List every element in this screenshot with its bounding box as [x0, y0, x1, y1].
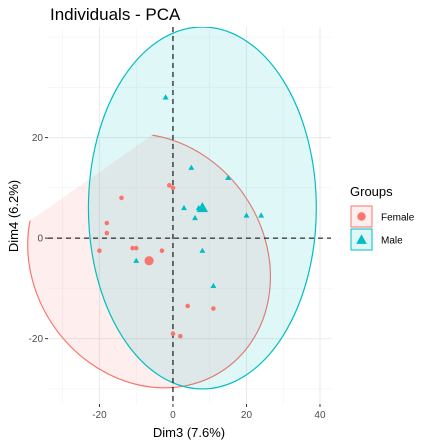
x-axis-title: Dim3 (7.6%) — [153, 425, 225, 440]
data-point-female — [211, 306, 216, 311]
y-tick-label: 20 — [32, 133, 44, 144]
data-point-male — [199, 247, 206, 253]
y-axis-title: Dim4 (6.2%) — [6, 180, 21, 252]
data-point-female — [104, 230, 110, 236]
legend-label-male: Male — [381, 236, 403, 247]
x-tick-label: 40 — [314, 410, 326, 421]
legend: Groups Female Male — [350, 184, 415, 251]
y-tick-label: 0 — [37, 234, 43, 245]
centroid-female — [144, 256, 154, 266]
data-point-female — [130, 245, 135, 251]
data-point-female — [104, 220, 110, 226]
panel-background — [48, 27, 331, 404]
plot-panel: -20 0 20 40 -20 0 20 — [27, 27, 331, 421]
data-point-female — [170, 185, 176, 191]
data-point-male — [192, 214, 198, 221]
legend-label-female: Female — [381, 213, 415, 224]
chart-title: Individuals - PCA — [50, 5, 181, 24]
y-tick-label: -20 — [29, 334, 44, 345]
legend-symbol-female — [357, 212, 366, 221]
data-point-male — [225, 174, 232, 180]
data-point-male — [162, 94, 169, 100]
centroid-male — [196, 201, 209, 213]
data-point-female — [97, 248, 102, 253]
data-point-male — [188, 164, 195, 170]
data-point-male — [210, 282, 217, 289]
data-point-male — [258, 212, 265, 218]
legend-title: Groups — [350, 184, 393, 199]
data-point-male — [243, 212, 250, 218]
data-point-male — [133, 257, 140, 263]
data-point-female — [178, 333, 183, 339]
x-tick-label: 0 — [170, 410, 176, 421]
data-point-female — [119, 195, 124, 201]
data-point-female — [159, 248, 165, 253]
data-point-female — [166, 183, 172, 188]
legend-symbol-male — [356, 234, 367, 244]
data-point-female — [170, 331, 176, 336]
data-point-female — [133, 245, 139, 251]
x-tick-label: -20 — [92, 410, 107, 421]
data-point-male — [181, 204, 187, 211]
x-tick-label: 20 — [241, 410, 253, 421]
data-point-female — [185, 303, 190, 309]
